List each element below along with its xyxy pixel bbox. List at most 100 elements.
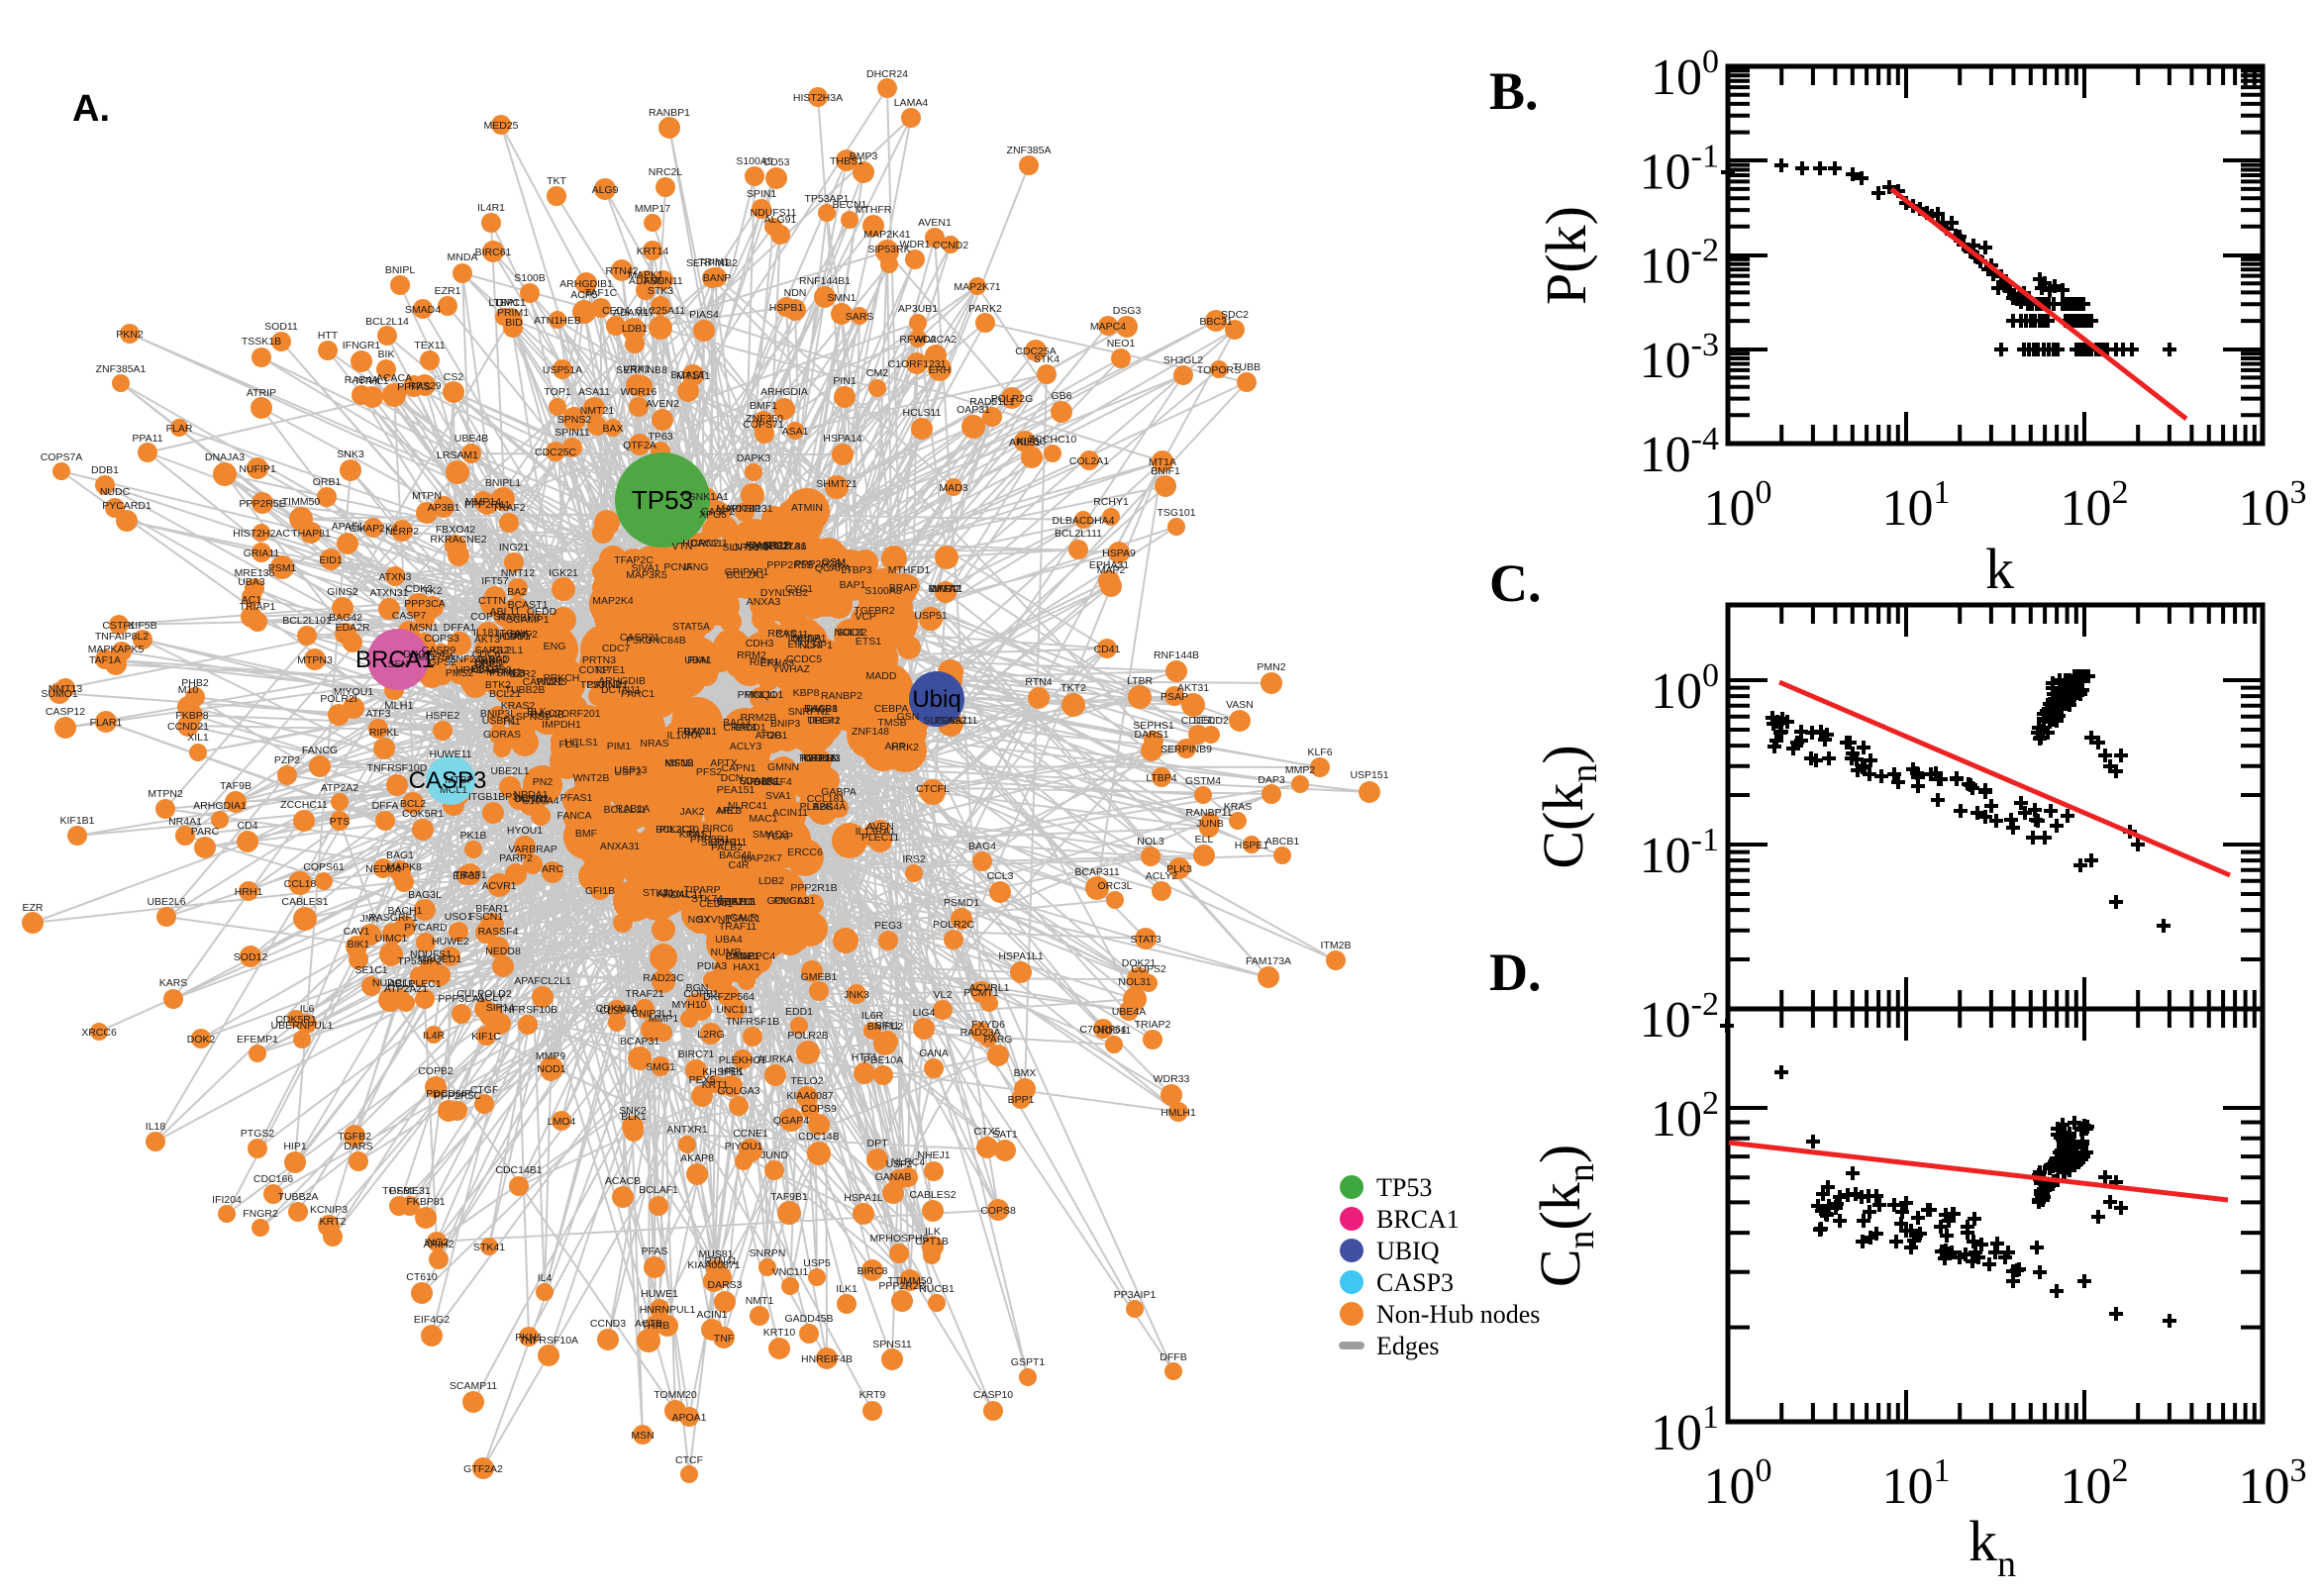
svg-text:HSPA1L: HSPA1L (844, 1192, 883, 1204)
svg-text:GINS2: GINS2 (327, 586, 358, 598)
svg-text:CCDC5: CCDC5 (786, 653, 822, 665)
svg-text:A.: A. (72, 88, 110, 130)
svg-text:KIF5C: KIF5C (1017, 436, 1047, 448)
svg-text:ASA1: ASA1 (782, 426, 809, 438)
svg-text:GADD45B: GADD45B (784, 1313, 833, 1325)
svg-text:TRAF2: TRAF2 (492, 502, 525, 514)
svg-text:POLR2I: POLR2I (320, 693, 356, 705)
svg-text:CABLES2: CABLES2 (909, 1189, 956, 1201)
svg-text:CCND3: CCND3 (590, 1318, 626, 1330)
svg-text:MPHOSPH6: MPHOSPH6 (870, 1233, 929, 1245)
svg-text:AC1: AC1 (242, 594, 262, 606)
svg-text:AP2B1: AP2B1 (756, 730, 788, 742)
svg-text:APOA1: APOA1 (671, 1412, 706, 1424)
svg-text:SLC25A111: SLC25A111 (923, 715, 977, 727)
svg-text:STK3: STK3 (648, 285, 673, 297)
svg-text:PALB2: PALB2 (711, 842, 743, 853)
svg-text:HYOU1: HYOU1 (507, 825, 543, 837)
svg-text:NRAS: NRAS (640, 738, 668, 749)
svg-text:NDN: NDN (784, 287, 807, 299)
svg-text:JMY: JMY (360, 913, 381, 925)
svg-text:ILK: ILK (925, 1226, 941, 1238)
svg-text:TRAF1: TRAF1 (454, 869, 486, 881)
svg-text:TFAP2C: TFAP2C (614, 554, 654, 566)
svg-text:UNC84B: UNC84B (645, 635, 685, 647)
svg-text:KIF1C: KIF1C (471, 1031, 501, 1043)
svg-text:DBF4: DBF4 (475, 658, 502, 670)
svg-text:FAM175A: FAM175A (409, 651, 454, 663)
svg-text:RASSF4: RASSF4 (478, 926, 519, 938)
svg-text:APTX: APTX (710, 757, 737, 769)
svg-text:UBERNPUL1: UBERNPUL1 (270, 1020, 333, 1032)
svg-text:USO1: USO1 (445, 911, 473, 923)
svg-text:HSPA1L1: HSPA1L1 (998, 950, 1043, 962)
svg-text:PRIM1: PRIM1 (497, 307, 529, 319)
svg-text:TOMM20: TOMM20 (654, 1389, 697, 1401)
svg-text:TGFB1: TGFB1 (382, 1185, 416, 1197)
svg-text:ELL: ELL (1195, 834, 1214, 846)
svg-text:UBA3: UBA3 (238, 576, 265, 588)
svg-text:VCP: VCP (855, 611, 876, 623)
svg-text:ATMIN: ATMIN (791, 502, 823, 514)
svg-text:GB6: GB6 (1051, 390, 1071, 402)
svg-text:DFFA1: DFFA1 (444, 622, 476, 634)
svg-text:CCL18: CCL18 (284, 878, 317, 890)
svg-text:BLK: BLK (527, 706, 547, 718)
svg-text:ACACA2: ACACA2 (915, 334, 957, 346)
svg-text:CSTF1: CSTF1 (102, 620, 135, 632)
svg-text:NLRC41: NLRC41 (728, 800, 767, 812)
svg-text:BLK1: BLK1 (621, 1111, 647, 1123)
svg-text:TTIMM50: TTIMM50 (888, 1275, 933, 1287)
svg-text:PLA2G4A: PLA2G4A (800, 801, 847, 813)
svg-text:KHSPE1: KHSPE1 (702, 1066, 744, 1078)
svg-text:SCAMP1: SCAMP1 (506, 614, 549, 626)
svg-text:ATN1HEB: ATN1HEB (534, 315, 581, 327)
svg-text:RAB4B: RAB4B (531, 709, 564, 721)
svg-text:AVEN2: AVEN2 (646, 398, 679, 410)
svg-text:KBP8: KBP8 (793, 687, 820, 699)
svg-text:SMAD3: SMAD3 (753, 829, 788, 841)
svg-text:YWHAZ: YWHAZ (772, 663, 811, 675)
svg-text:BNIPL: BNIPL (385, 264, 416, 276)
svg-text:BACH1: BACH1 (387, 905, 422, 917)
svg-text:RRM2B: RRM2B (741, 712, 777, 724)
svg-text:GANAB: GANAB (875, 1171, 912, 1183)
svg-text:NOL32: NOL32 (834, 627, 866, 639)
svg-text:CCL181: CCL181 (807, 793, 846, 805)
svg-text:TCAP: TCAP (765, 831, 793, 843)
svg-text:FXYD6: FXYD6 (971, 1019, 1005, 1031)
svg-text:MSN: MSN (631, 1430, 654, 1442)
svg-text:UBE4B: UBE4B (454, 433, 488, 445)
svg-text:GTF2A2: GTF2A2 (463, 1463, 503, 1475)
svg-text:RANBP11: RANBP11 (1185, 807, 1232, 819)
svg-text:BCAP31: BCAP31 (620, 1036, 659, 1047)
svg-text:NDUFS1: NDUFS1 (410, 948, 452, 960)
svg-text:BAY1: BAY1 (684, 726, 710, 738)
svg-text:SMAD4: SMAD4 (405, 304, 441, 316)
svg-text:DHCR24: DHCR24 (866, 68, 908, 80)
svg-text:KRAS1: KRAS1 (679, 829, 714, 841)
svg-text:DCTN11: DCTN11 (601, 684, 641, 696)
svg-text:COPS9: COPS9 (801, 1103, 837, 1115)
svg-text:FNGR2: FNGR2 (243, 1208, 278, 1220)
svg-text:SOD1: SOD1 (837, 627, 865, 639)
svg-text:COPS8: COPS8 (980, 1205, 1016, 1217)
svg-text:USP151: USP151 (1350, 769, 1388, 781)
svg-text:SMG1: SMG1 (646, 1061, 675, 1073)
svg-text:HTT: HTT (318, 330, 339, 342)
svg-text:FSCN1: FSCN1 (469, 911, 504, 923)
svg-text:MAGED1: MAGED1 (418, 953, 462, 965)
svg-text:DCTN1: DCTN1 (514, 793, 549, 805)
svg-text:ATXN3: ATXN3 (378, 571, 411, 583)
svg-text:BAD: BAD (488, 653, 510, 665)
svg-text:SYVN1: SYVN1 (697, 914, 732, 926)
svg-text:KCNIP3: KCNIP3 (310, 1204, 348, 1216)
svg-text:ABL11: ABL11 (490, 606, 521, 618)
svg-text:C(kn): C(kn) (1531, 745, 1605, 868)
svg-text:BFAR1: BFAR1 (475, 903, 508, 915)
svg-text:RRAS: RRAS (767, 628, 796, 640)
svg-text:ATF3: ATF3 (366, 708, 391, 720)
svg-text:CASP12: CASP12 (46, 706, 85, 718)
svg-text:MTPN1: MTPN1 (486, 666, 522, 678)
svg-text:HNRNPUL1: HNRNPUL1 (640, 1304, 696, 1316)
